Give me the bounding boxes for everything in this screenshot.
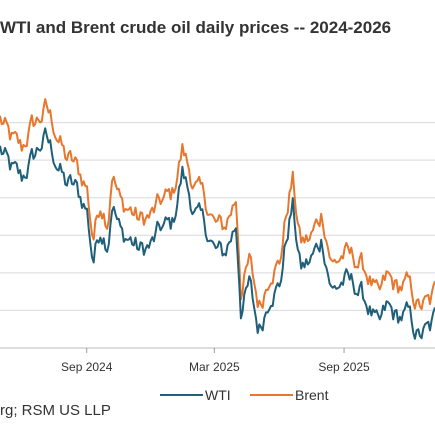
source-text: rg; RSM US LLP	[0, 402, 111, 419]
series-lines	[0, 98, 435, 340]
gridlines	[0, 122, 435, 349]
series-line-wti	[0, 127, 435, 340]
series-line-brent	[0, 98, 435, 311]
x-tick-label: Mar 2025	[189, 360, 240, 374]
x-tick-label: Sep 2024	[61, 360, 113, 374]
chart-title: WTI and Brent crude oil daily prices -- …	[0, 18, 392, 37]
legend-brent-label: Brent	[295, 387, 329, 403]
x-tick-label: Sep 2025	[318, 360, 370, 374]
x-axis-ticks: Sep 2024 Mar 2025 Sep 2025	[61, 348, 370, 374]
legend-wti-label: WTI	[205, 387, 231, 403]
legend: WTI Brent	[160, 387, 329, 403]
